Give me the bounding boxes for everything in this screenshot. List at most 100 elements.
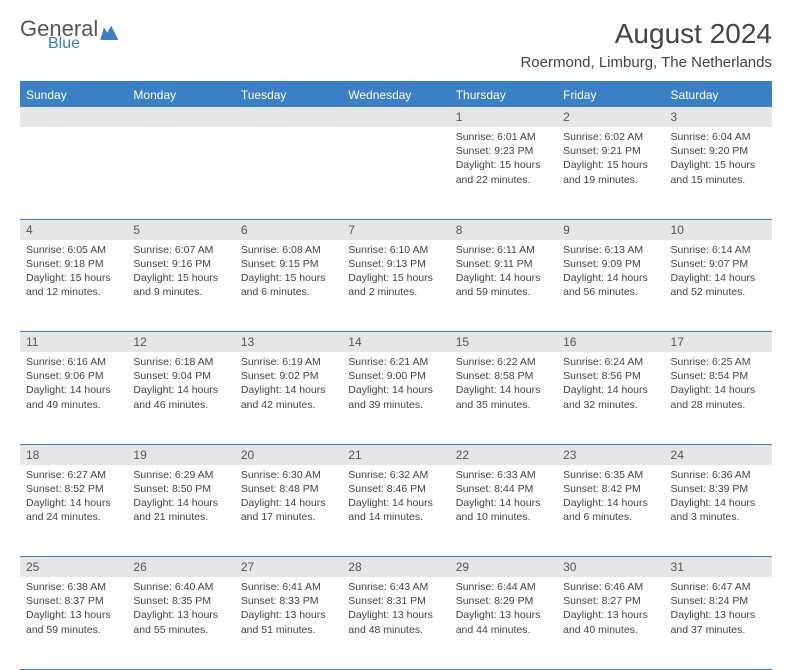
sunset-text: Sunset: 9:20 PM: [671, 144, 766, 158]
sunset-text: Sunset: 8:56 PM: [563, 369, 658, 383]
day-details: Sunrise: 6:10 AMSunset: 9:13 PMDaylight:…: [342, 240, 449, 304]
day-number: 27: [235, 557, 342, 578]
day-number: 16: [557, 332, 664, 353]
day-cell: Sunrise: 6:44 AMSunset: 8:29 PMDaylight:…: [450, 577, 557, 669]
day-number: 18: [20, 444, 127, 465]
day-number: 30: [557, 557, 664, 578]
sunset-text: Sunset: 8:54 PM: [671, 369, 766, 383]
sunset-text: Sunset: 9:02 PM: [241, 369, 336, 383]
day-number: [235, 107, 342, 127]
day-number: 28: [342, 557, 449, 578]
day-number: 4: [20, 219, 127, 240]
day-details: Sunrise: 6:40 AMSunset: 8:35 PMDaylight:…: [127, 577, 234, 641]
day-details: Sunrise: 6:24 AMSunset: 8:56 PMDaylight:…: [557, 352, 664, 416]
day-cell: Sunrise: 6:25 AMSunset: 8:54 PMDaylight:…: [665, 352, 772, 444]
day-number: 20: [235, 444, 342, 465]
day-number: 13: [235, 332, 342, 353]
day-details: Sunrise: 6:21 AMSunset: 9:00 PMDaylight:…: [342, 352, 449, 416]
day-details: Sunrise: 6:14 AMSunset: 9:07 PMDaylight:…: [665, 240, 772, 304]
sunrise-text: Sunrise: 6:19 AM: [241, 355, 336, 369]
daylight-text: Daylight: 14 hours and 39 minutes.: [348, 383, 443, 411]
day-number-row: 25262728293031: [20, 557, 772, 578]
day-number-row: 18192021222324: [20, 444, 772, 465]
page-header: General Blue August 2024 Roermond, Limbu…: [20, 18, 772, 71]
day-details: Sunrise: 6:18 AMSunset: 9:04 PMDaylight:…: [127, 352, 234, 416]
daylight-text: Daylight: 15 hours and 2 minutes.: [348, 271, 443, 299]
day-number: 22: [450, 444, 557, 465]
daylight-text: Daylight: 14 hours and 59 minutes.: [456, 271, 551, 299]
day-details: Sunrise: 6:08 AMSunset: 9:15 PMDaylight:…: [235, 240, 342, 304]
day-cell: Sunrise: 6:13 AMSunset: 9:09 PMDaylight:…: [557, 240, 664, 332]
daylight-text: Daylight: 13 hours and 37 minutes.: [671, 608, 766, 636]
daylight-text: Daylight: 14 hours and 35 minutes.: [456, 383, 551, 411]
day-header: Saturday: [665, 82, 772, 107]
day-number: 17: [665, 332, 772, 353]
sunrise-text: Sunrise: 6:36 AM: [671, 468, 766, 482]
day-details: Sunrise: 6:33 AMSunset: 8:44 PMDaylight:…: [450, 465, 557, 529]
sunset-text: Sunset: 8:48 PM: [241, 482, 336, 496]
daylight-text: Daylight: 15 hours and 15 minutes.: [671, 158, 766, 186]
day-number: 6: [235, 219, 342, 240]
sunrise-text: Sunrise: 6:27 AM: [26, 468, 121, 482]
sunset-text: Sunset: 8:46 PM: [348, 482, 443, 496]
day-cell: Sunrise: 6:36 AMSunset: 8:39 PMDaylight:…: [665, 465, 772, 557]
daylight-text: Daylight: 14 hours and 52 minutes.: [671, 271, 766, 299]
day-cell: Sunrise: 6:01 AMSunset: 9:23 PMDaylight:…: [450, 127, 557, 219]
day-cell: Sunrise: 6:38 AMSunset: 8:37 PMDaylight:…: [20, 577, 127, 669]
daylight-text: Daylight: 15 hours and 19 minutes.: [563, 158, 658, 186]
day-cell: Sunrise: 6:27 AMSunset: 8:52 PMDaylight:…: [20, 465, 127, 557]
day-number: 31: [665, 557, 772, 578]
day-cell: Sunrise: 6:16 AMSunset: 9:06 PMDaylight:…: [20, 352, 127, 444]
daylight-text: Daylight: 14 hours and 21 minutes.: [133, 496, 228, 524]
daylight-text: Daylight: 13 hours and 51 minutes.: [241, 608, 336, 636]
day-number: 12: [127, 332, 234, 353]
sunrise-text: Sunrise: 6:05 AM: [26, 243, 121, 257]
sunset-text: Sunset: 9:15 PM: [241, 257, 336, 271]
title-block: August 2024 Roermond, Limburg, The Nethe…: [520, 18, 772, 71]
sunset-text: Sunset: 8:29 PM: [456, 594, 551, 608]
sunset-text: Sunset: 8:58 PM: [456, 369, 551, 383]
day-details: Sunrise: 6:02 AMSunset: 9:21 PMDaylight:…: [557, 127, 664, 191]
sunset-text: Sunset: 8:31 PM: [348, 594, 443, 608]
logo-text: General Blue: [20, 18, 98, 52]
sunrise-text: Sunrise: 6:35 AM: [563, 468, 658, 482]
sunset-text: Sunset: 9:21 PM: [563, 144, 658, 158]
day-details: Sunrise: 6:30 AMSunset: 8:48 PMDaylight:…: [235, 465, 342, 529]
triangle-icon: [100, 22, 118, 40]
calendar-header-row: SundayMondayTuesdayWednesdayThursdayFrid…: [20, 82, 772, 107]
sunset-text: Sunset: 9:13 PM: [348, 257, 443, 271]
day-details: Sunrise: 6:13 AMSunset: 9:09 PMDaylight:…: [557, 240, 664, 304]
sunrise-text: Sunrise: 6:33 AM: [456, 468, 551, 482]
day-header: Wednesday: [342, 82, 449, 107]
day-cell: [235, 127, 342, 219]
location-label: Roermond, Limburg, The Netherlands: [520, 54, 772, 71]
sunrise-text: Sunrise: 6:02 AM: [563, 130, 658, 144]
day-cell: Sunrise: 6:18 AMSunset: 9:04 PMDaylight:…: [127, 352, 234, 444]
day-content-row: Sunrise: 6:27 AMSunset: 8:52 PMDaylight:…: [20, 465, 772, 557]
day-cell: Sunrise: 6:11 AMSunset: 9:11 PMDaylight:…: [450, 240, 557, 332]
daylight-text: Daylight: 15 hours and 12 minutes.: [26, 271, 121, 299]
day-number: 24: [665, 444, 772, 465]
day-cell: Sunrise: 6:46 AMSunset: 8:27 PMDaylight:…: [557, 577, 664, 669]
daylight-text: Daylight: 14 hours and 42 minutes.: [241, 383, 336, 411]
day-details: Sunrise: 6:35 AMSunset: 8:42 PMDaylight:…: [557, 465, 664, 529]
day-details: Sunrise: 6:16 AMSunset: 9:06 PMDaylight:…: [20, 352, 127, 416]
day-header: Thursday: [450, 82, 557, 107]
sunset-text: Sunset: 8:39 PM: [671, 482, 766, 496]
daylight-text: Daylight: 14 hours and 14 minutes.: [348, 496, 443, 524]
day-number: 15: [450, 332, 557, 353]
day-cell: Sunrise: 6:40 AMSunset: 8:35 PMDaylight:…: [127, 577, 234, 669]
day-cell: Sunrise: 6:07 AMSunset: 9:16 PMDaylight:…: [127, 240, 234, 332]
sunrise-text: Sunrise: 6:47 AM: [671, 580, 766, 594]
day-cell: [127, 127, 234, 219]
day-number: 25: [20, 557, 127, 578]
day-details: Sunrise: 6:25 AMSunset: 8:54 PMDaylight:…: [665, 352, 772, 416]
day-number: 29: [450, 557, 557, 578]
day-cell: Sunrise: 6:35 AMSunset: 8:42 PMDaylight:…: [557, 465, 664, 557]
day-cell: Sunrise: 6:14 AMSunset: 9:07 PMDaylight:…: [665, 240, 772, 332]
day-number: 19: [127, 444, 234, 465]
day-number: 8: [450, 219, 557, 240]
day-number-row: 123: [20, 107, 772, 127]
daylight-text: Daylight: 14 hours and 24 minutes.: [26, 496, 121, 524]
sunset-text: Sunset: 8:50 PM: [133, 482, 228, 496]
